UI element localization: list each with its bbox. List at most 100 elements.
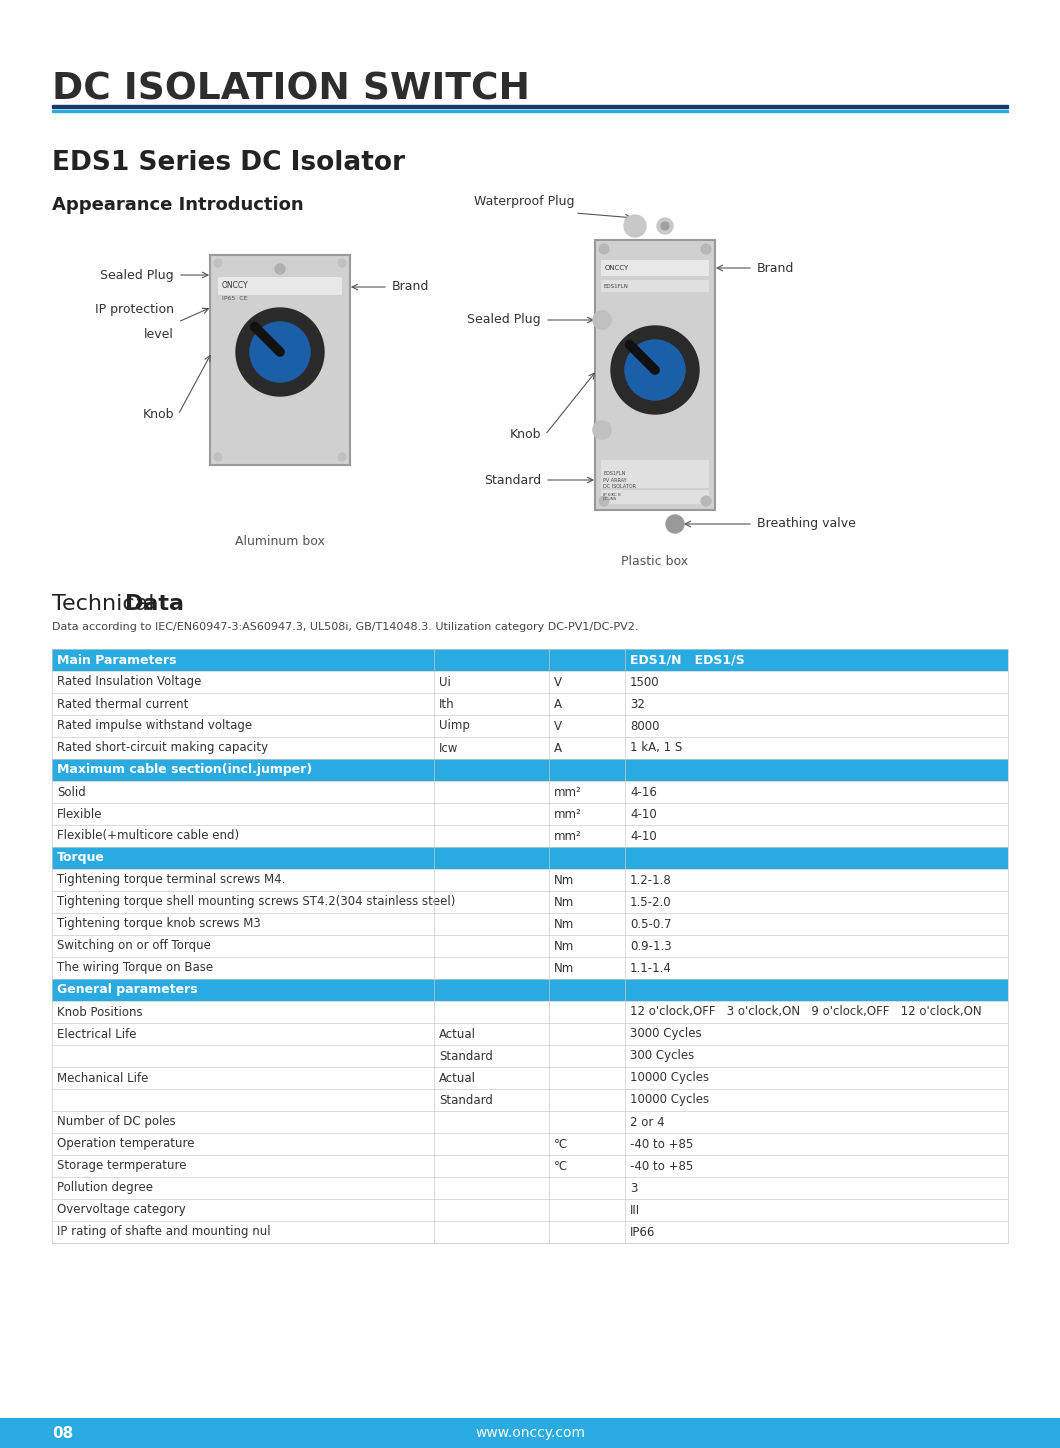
Text: Sealed Plug: Sealed Plug <box>101 268 174 281</box>
Text: 1 kA, 1 S: 1 kA, 1 S <box>630 741 683 754</box>
Text: ONCCY: ONCCY <box>605 265 630 271</box>
Bar <box>52 110 1008 111</box>
Text: A: A <box>554 698 562 711</box>
Bar <box>52 759 1008 780</box>
Bar <box>52 737 1008 759</box>
Text: Rated impulse withstand voltage: Rated impulse withstand voltage <box>57 720 252 733</box>
Text: 10000 Cycles: 10000 Cycles <box>630 1093 709 1106</box>
Bar <box>52 1045 1008 1067</box>
Text: EDS1/N   EDS1/S: EDS1/N EDS1/S <box>630 653 745 666</box>
Bar <box>52 914 1008 935</box>
Text: www.onccy.com: www.onccy.com <box>475 1426 585 1439</box>
Text: Actual: Actual <box>439 1072 476 1085</box>
Circle shape <box>661 222 669 230</box>
Text: 1.1-1.4: 1.1-1.4 <box>630 961 672 975</box>
Bar <box>52 715 1008 737</box>
Bar <box>52 979 1008 1001</box>
Text: mm²: mm² <box>554 808 582 821</box>
Text: Ith: Ith <box>439 698 455 711</box>
Text: Nm: Nm <box>554 918 575 931</box>
Circle shape <box>599 245 610 253</box>
Text: -40 to +85: -40 to +85 <box>630 1160 693 1173</box>
Text: 8000: 8000 <box>630 720 659 733</box>
Text: V: V <box>554 720 562 733</box>
Bar <box>52 1177 1008 1199</box>
Text: 2 or 4: 2 or 4 <box>630 1115 665 1128</box>
Text: 1.2-1.8: 1.2-1.8 <box>630 873 672 886</box>
Text: V: V <box>554 676 562 688</box>
Circle shape <box>275 264 285 274</box>
Bar <box>601 460 709 488</box>
Text: 08: 08 <box>52 1425 73 1441</box>
Text: Sealed Plug: Sealed Plug <box>467 314 541 326</box>
Circle shape <box>593 311 611 329</box>
Text: Rated short-circuit making capacity: Rated short-circuit making capacity <box>57 741 268 754</box>
Bar <box>52 869 1008 891</box>
Text: 10000 Cycles: 10000 Cycles <box>630 1072 709 1085</box>
Bar <box>52 891 1008 914</box>
Text: 0.9-1.3: 0.9-1.3 <box>630 940 672 953</box>
Text: Rated thermal current: Rated thermal current <box>57 698 189 711</box>
Text: 12 o'clock,OFF   3 o'clock,ON   9 o'clock,OFF   12 o'clock,ON: 12 o'clock,OFF 3 o'clock,ON 9 o'clock,OF… <box>630 1005 982 1018</box>
Circle shape <box>250 321 310 382</box>
Text: 32: 32 <box>630 698 644 711</box>
Bar <box>52 1221 1008 1242</box>
Circle shape <box>236 308 324 395</box>
Bar <box>52 649 1008 670</box>
Circle shape <box>338 259 346 266</box>
Text: 1.5-2.0: 1.5-2.0 <box>630 895 672 908</box>
Text: Brand: Brand <box>392 281 429 294</box>
Circle shape <box>625 340 685 400</box>
Text: 300 Cycles: 300 Cycles <box>630 1050 694 1063</box>
Text: Operation temperature: Operation temperature <box>57 1138 194 1151</box>
Text: °C: °C <box>554 1160 568 1173</box>
Text: ONCCY: ONCCY <box>222 281 249 291</box>
Text: Actual: Actual <box>439 1028 476 1041</box>
Bar <box>52 694 1008 715</box>
Text: 0.5-0.7: 0.5-0.7 <box>630 918 671 931</box>
Text: Knob Positions: Knob Positions <box>57 1005 143 1018</box>
Circle shape <box>611 326 699 414</box>
Text: 3000 Cycles: 3000 Cycles <box>630 1028 702 1041</box>
Text: Icw: Icw <box>439 741 458 754</box>
Circle shape <box>701 497 711 505</box>
Bar <box>52 1067 1008 1089</box>
Text: Ui: Ui <box>439 676 450 688</box>
Text: Tightening torque terminal screws M4.: Tightening torque terminal screws M4. <box>57 873 285 886</box>
Text: Data according to IEC/EN60947-3:AS60947.3, UL508i, GB/T14048.3. Utilization cate: Data according to IEC/EN60947-3:AS60947.… <box>52 623 638 631</box>
Circle shape <box>701 245 711 253</box>
Text: IP 6IKC 8
DC-INS: IP 6IKC 8 DC-INS <box>603 492 621 501</box>
Text: IP protection: IP protection <box>95 303 174 316</box>
Text: °C: °C <box>554 1138 568 1151</box>
Text: A: A <box>554 741 562 754</box>
Text: Waterproof Plug: Waterproof Plug <box>475 195 575 209</box>
Circle shape <box>214 453 222 460</box>
Bar <box>0 1418 1060 1448</box>
Bar <box>52 1111 1008 1132</box>
Text: Standard: Standard <box>439 1093 493 1106</box>
Text: Tightening torque knob screws M3: Tightening torque knob screws M3 <box>57 918 261 931</box>
Text: Electrical Life: Electrical Life <box>57 1028 137 1041</box>
Text: The wiring Torque on Base: The wiring Torque on Base <box>57 961 213 975</box>
Text: 1500: 1500 <box>630 676 659 688</box>
Text: Knob: Knob <box>510 429 541 442</box>
Circle shape <box>666 515 684 533</box>
Bar <box>52 1156 1008 1177</box>
Text: IP65  CE: IP65 CE <box>222 295 247 301</box>
Text: Switching on or off Torque: Switching on or off Torque <box>57 940 211 953</box>
Text: Technical: Technical <box>52 594 161 614</box>
Text: DC ISOLATION SWITCH: DC ISOLATION SWITCH <box>52 72 530 109</box>
Text: EDS1FLN
PV ARRAY
DC ISOLATOR: EDS1FLN PV ARRAY DC ISOLATOR <box>603 471 636 489</box>
Bar <box>52 780 1008 804</box>
Text: Aluminum box: Aluminum box <box>235 534 325 547</box>
Circle shape <box>214 259 222 266</box>
Text: EDS1 Series DC Isolator: EDS1 Series DC Isolator <box>52 151 405 177</box>
Text: Nm: Nm <box>554 895 575 908</box>
Text: General parameters: General parameters <box>57 983 197 996</box>
Bar <box>52 1089 1008 1111</box>
Text: Breathing valve: Breathing valve <box>757 517 855 530</box>
Text: IP rating of shafte and mounting nul: IP rating of shafte and mounting nul <box>57 1225 270 1238</box>
Text: Overvoltage category: Overvoltage category <box>57 1203 186 1216</box>
Circle shape <box>657 219 673 235</box>
Text: Standard: Standard <box>439 1050 493 1063</box>
